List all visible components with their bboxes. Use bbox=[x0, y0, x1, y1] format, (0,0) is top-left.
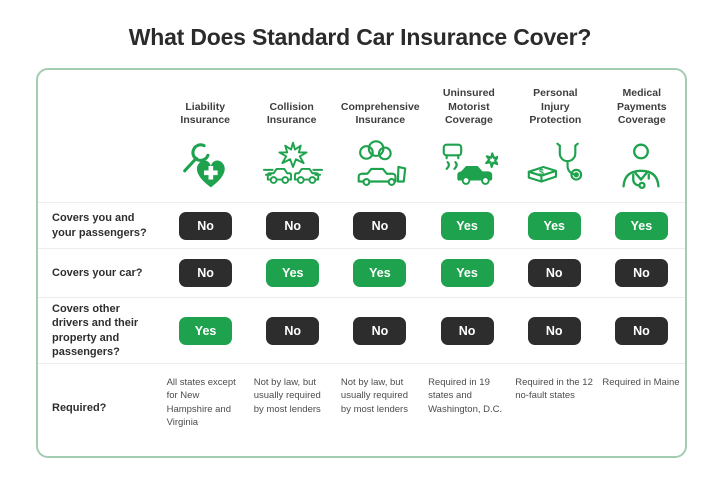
answer-cell: No bbox=[423, 316, 510, 345]
answer-pill: Yes bbox=[179, 316, 233, 345]
required-text: Required in the 12 no-fault states bbox=[515, 377, 593, 402]
answer-cell: Yes bbox=[336, 259, 423, 287]
stethoscope-money-icon: $ bbox=[527, 142, 583, 183]
row-question: Required? bbox=[52, 402, 107, 415]
answer-pill: No bbox=[179, 211, 233, 240]
answer-pill: No bbox=[179, 259, 233, 287]
answer-cell: Yes bbox=[162, 316, 249, 345]
answer-cell: No bbox=[162, 211, 249, 240]
answer-pill: Yes bbox=[527, 211, 581, 240]
answer-pill: No bbox=[266, 316, 320, 345]
row-question: Covers your car? bbox=[52, 266, 143, 279]
required-cell-medical-payments: Required in Maine bbox=[598, 364, 685, 453]
answer-cell: Yes bbox=[423, 259, 510, 287]
answer-cell: No bbox=[511, 259, 598, 287]
answer-pill: Yes bbox=[440, 211, 494, 240]
answer-cell: Yes bbox=[511, 211, 598, 240]
answer-cell: No bbox=[249, 211, 336, 240]
answer-pill: Yes bbox=[440, 259, 494, 287]
required-cell-liability: All states except for New Hampshire and … bbox=[162, 364, 249, 453]
row-question: Covers you and your passengers? bbox=[52, 212, 147, 239]
car-collision-icon bbox=[262, 141, 323, 184]
icon-cell-liability bbox=[162, 130, 249, 202]
answer-cell: No bbox=[336, 316, 423, 345]
answer-pill: No bbox=[614, 316, 668, 345]
answer-cell: No bbox=[249, 316, 336, 345]
required-text: Not by law, but usually required by most… bbox=[253, 377, 321, 415]
answer-cell: No bbox=[598, 259, 685, 287]
answer-cell: Yes bbox=[249, 259, 336, 287]
wrench-heart-icon bbox=[182, 143, 225, 188]
icon-cell-comprehensive bbox=[336, 130, 423, 202]
answer-cell: Yes bbox=[423, 211, 510, 240]
icon-cell-collision bbox=[249, 130, 336, 202]
column-header-comprehensive: Comprehensive Insurance bbox=[340, 100, 420, 127]
icon-cell-personal-injury: $ bbox=[511, 130, 598, 202]
answer-pill: Yes bbox=[614, 211, 668, 240]
column-header-medical-payments: Medical Payments Coverage bbox=[616, 87, 667, 127]
required-text: All states except for New Hampshire and … bbox=[166, 377, 236, 428]
icon-cell-uninsured-motorist bbox=[423, 130, 510, 202]
column-header-uninsured-motorist: Uninsured Motorist Coverage bbox=[442, 87, 495, 127]
answer-cell: No bbox=[598, 316, 685, 345]
answer-pill: No bbox=[353, 211, 407, 240]
column-header-row: Liability Insurance Collision Insurance … bbox=[38, 70, 685, 130]
tree-falling-on-car-icon bbox=[357, 140, 407, 186]
answer-pill: Yes bbox=[353, 259, 407, 287]
doctor-icon bbox=[622, 143, 661, 190]
required-cell-collision: Not by law, but usually required by most… bbox=[249, 364, 336, 453]
answer-pill: No bbox=[440, 316, 494, 345]
column-header-personal-injury: Personal Injury Protection bbox=[529, 87, 582, 127]
answer-cell: No bbox=[162, 259, 249, 287]
table-row-required: Required? All states except for New Hamp… bbox=[38, 363, 685, 453]
hit-and-run-car-icon bbox=[442, 143, 499, 185]
answer-pill: No bbox=[527, 316, 581, 345]
column-header-collision: Collision Insurance bbox=[266, 100, 317, 127]
icon-row: $ bbox=[38, 130, 685, 202]
answer-pill: No bbox=[266, 211, 320, 240]
answer-pill: Yes bbox=[266, 259, 320, 287]
row-question: Covers other drivers and their property … bbox=[52, 302, 139, 358]
answer-cell: Yes bbox=[598, 211, 685, 240]
table-row-covers-your-car: Covers your car? No Yes Yes Yes No No bbox=[38, 248, 685, 297]
answer-pill: No bbox=[527, 259, 581, 287]
answer-cell: No bbox=[336, 211, 423, 240]
answer-pill: No bbox=[614, 259, 668, 287]
required-text: Required in Maine bbox=[602, 377, 680, 388]
required-text: Not by law, but usually required by most… bbox=[340, 377, 408, 415]
table-row-covers-other-drivers: Covers other drivers and their property … bbox=[38, 297, 685, 363]
page-title: What Does Standard Car Insurance Cover? bbox=[128, 24, 592, 50]
svg-text:$: $ bbox=[539, 167, 544, 177]
icon-cell-medical-payments bbox=[598, 130, 685, 202]
required-cell-comprehensive: Not by law, but usually required by most… bbox=[336, 364, 423, 453]
required-cell-personal-injury: Required in the 12 no-fault states bbox=[511, 364, 598, 453]
answer-cell: No bbox=[511, 316, 598, 345]
column-header-liability: Liability Insurance bbox=[180, 100, 231, 127]
table-row-covers-you: Covers you and your passengers? No No No… bbox=[38, 202, 685, 248]
comparison-card: Liability Insurance Collision Insurance … bbox=[36, 68, 687, 458]
required-cell-uninsured-motorist: Required in 19 states and Washington, D.… bbox=[423, 364, 510, 453]
answer-pill: No bbox=[353, 316, 407, 345]
required-text: Required in 19 states and Washington, D.… bbox=[428, 377, 503, 415]
